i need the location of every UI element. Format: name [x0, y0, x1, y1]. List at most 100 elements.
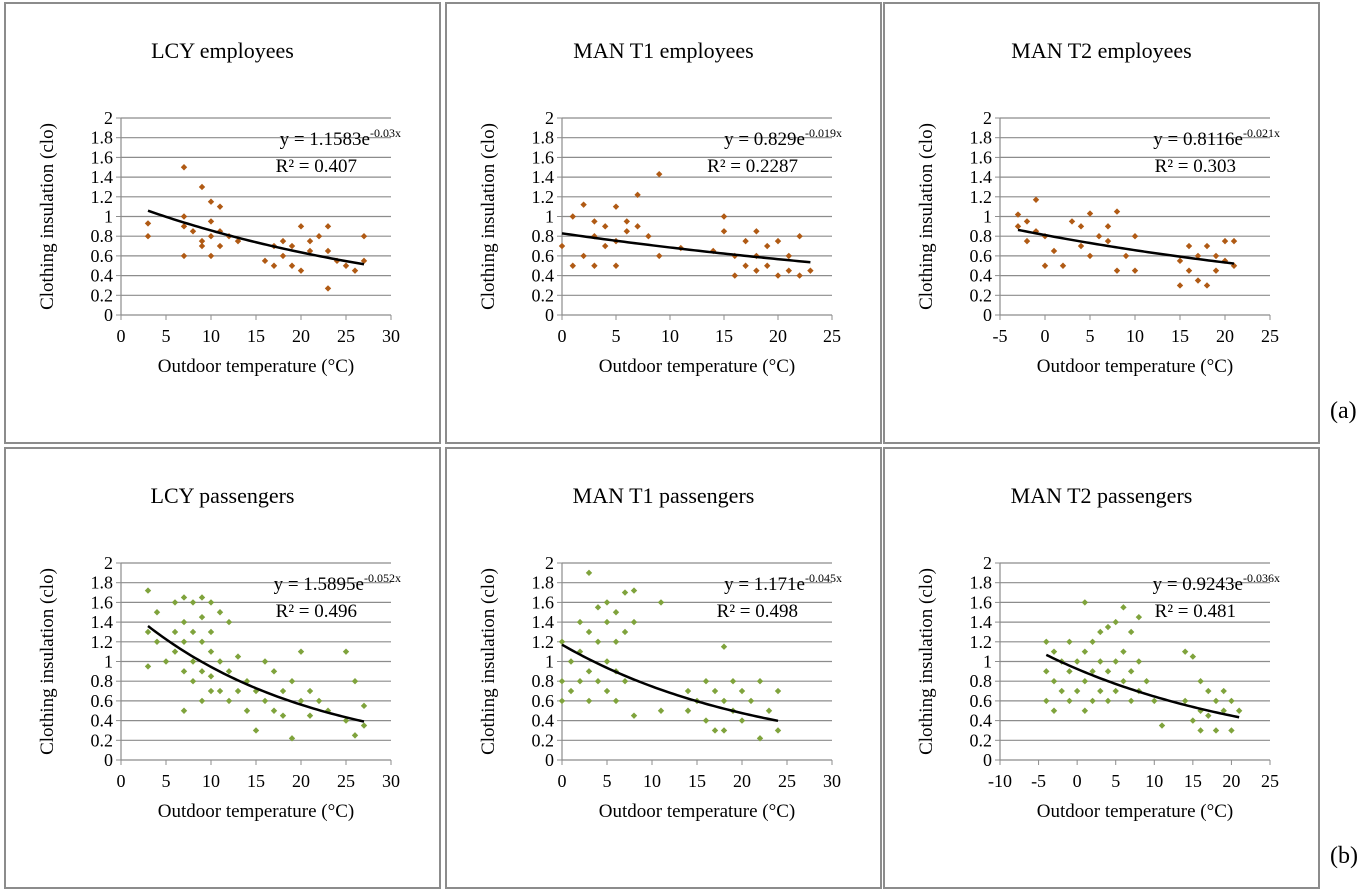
data-point — [1113, 208, 1121, 215]
data-point — [567, 687, 575, 695]
data-point — [1086, 252, 1094, 260]
data-point — [207, 673, 215, 680]
data-point — [162, 658, 170, 665]
x-tick-label: 15 — [1184, 771, 1202, 791]
data-point — [153, 609, 161, 616]
data-point — [558, 678, 566, 685]
data-point — [764, 242, 771, 250]
data-point — [180, 638, 188, 645]
y-tick-label: 0.4 — [532, 266, 555, 286]
data-point — [180, 668, 188, 675]
x-tick-label: 0 — [1041, 326, 1050, 346]
y-tick-label: 0.4 — [532, 711, 555, 731]
data-point — [684, 687, 692, 695]
data-point — [657, 599, 665, 606]
y-tick-label: 1.6 — [91, 592, 114, 612]
data-point — [630, 587, 638, 594]
y-axis-label: Clothing insulation (clo) — [37, 123, 58, 310]
data-point — [1181, 648, 1189, 655]
data-point — [612, 638, 620, 645]
equation-exponent: -0.052x — [364, 571, 401, 585]
y-tick-label: 0.2 — [91, 730, 114, 750]
data-point — [1220, 707, 1227, 714]
data-point — [216, 687, 224, 695]
data-point — [1228, 697, 1235, 705]
data-point — [207, 233, 215, 240]
chart-frame — [445, 2, 882, 444]
data-point — [684, 707, 692, 714]
x-tick-label: 10 — [643, 771, 661, 791]
data-point — [270, 707, 278, 714]
data-point — [576, 678, 584, 685]
data-point — [1043, 638, 1050, 645]
data-point — [594, 604, 602, 611]
data-point — [270, 262, 278, 269]
data-point — [234, 237, 242, 245]
y-tick-label: 0.6 — [970, 691, 993, 711]
x-tick-label: 15 — [715, 326, 733, 346]
data-point — [1203, 282, 1211, 289]
r-squared: R² = 0.303 — [1155, 156, 1236, 177]
data-point — [1127, 668, 1135, 675]
y-tick-label: 1.8 — [532, 573, 555, 593]
data-point — [558, 697, 566, 705]
x-tick-label: 0 — [1073, 771, 1082, 791]
x-tick-label: 5 — [612, 326, 621, 346]
y-tick-label: 2 — [104, 108, 113, 128]
data-point — [1185, 267, 1193, 274]
data-point — [1197, 727, 1204, 734]
data-point — [1112, 658, 1119, 665]
data-point — [558, 638, 566, 645]
data-point — [1104, 668, 1112, 675]
data-point — [1073, 658, 1081, 665]
data-point — [591, 262, 598, 269]
data-point — [594, 638, 602, 645]
data-point — [711, 687, 719, 695]
data-point — [774, 727, 782, 734]
data-point — [580, 201, 587, 208]
data-point — [1212, 252, 1220, 260]
data-point — [216, 203, 224, 210]
data-point — [207, 648, 215, 655]
data-point — [1050, 707, 1058, 714]
data-point — [1014, 211, 1022, 218]
chart-title: MAN T1 passengers — [573, 483, 755, 508]
data-point — [1097, 628, 1104, 636]
data-point — [1058, 687, 1065, 695]
data-point — [1221, 237, 1229, 245]
x-tick-label: 10 — [202, 326, 220, 346]
data-point — [234, 687, 242, 695]
y-tick-label: 2 — [545, 553, 554, 573]
y-tick-label: 1.8 — [91, 573, 114, 593]
equation-base: y = 0.8116e — [1153, 129, 1243, 150]
y-tick-label: 1.2 — [532, 187, 555, 207]
y-tick-label: 1 — [104, 652, 113, 672]
y-tick-label: 0.2 — [970, 285, 993, 305]
data-point — [731, 272, 738, 279]
data-point — [612, 609, 620, 616]
data-point — [657, 707, 665, 714]
data-point — [351, 732, 359, 739]
y-tick-label: 0.8 — [532, 226, 555, 246]
data-point — [729, 678, 737, 685]
x-tick-label: -5 — [993, 326, 1008, 346]
y-tick-label: 0 — [545, 305, 554, 325]
equation-exponent: -0.036x — [1243, 571, 1280, 585]
data-point — [1097, 687, 1104, 695]
data-point — [785, 267, 792, 274]
data-point — [225, 668, 233, 675]
data-point — [315, 697, 323, 705]
chart-title: MAN T2 passengers — [1011, 483, 1193, 508]
x-tick-label: 10 — [202, 771, 220, 791]
data-point — [1127, 628, 1135, 636]
data-point — [297, 223, 305, 230]
y-tick-label: 1.2 — [91, 632, 114, 652]
trend-equation: y = 1.171e-0.045x — [724, 571, 842, 595]
data-point — [1230, 237, 1238, 245]
y-tick-label: 0.2 — [532, 285, 555, 305]
x-axis-label: Outdoor temperature (°C) — [158, 801, 354, 822]
data-point — [270, 668, 278, 675]
data-point — [189, 228, 197, 235]
data-point — [171, 599, 179, 606]
data-point — [1081, 678, 1089, 685]
